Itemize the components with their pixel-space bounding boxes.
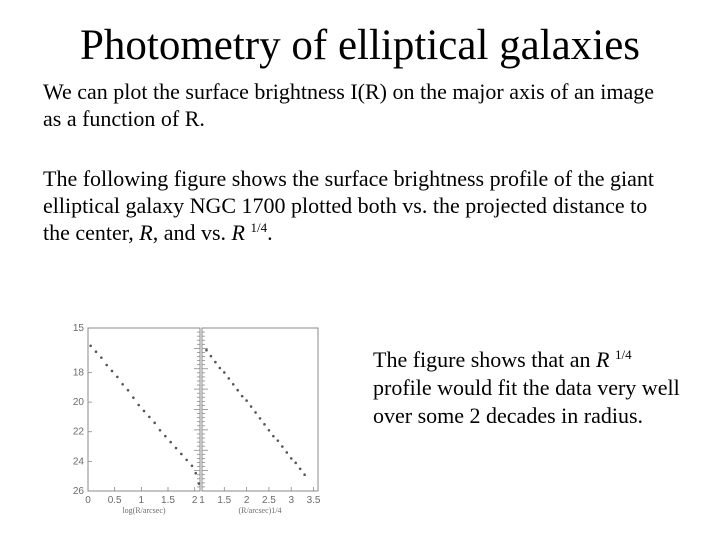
x-tick-label: 0 [85, 495, 91, 506]
data-point [245, 399, 248, 402]
data-point [105, 363, 108, 367]
data-point [294, 461, 297, 465]
x-tick-label: 1.5 [217, 495, 231, 506]
para2-text-end: . [267, 220, 273, 245]
data-point [180, 452, 183, 456]
brightness-profile-svg: 0 0.5 1 1.5 2 15 18 20 22 24 26 log(R/arcsec) 1 1.5 2… [73, 323, 321, 515]
data-point [303, 473, 306, 476]
data-point [231, 383, 235, 386]
y-tick-label: 15 [73, 323, 85, 334]
x-tick-label: 3 [288, 495, 294, 506]
data-point [298, 467, 302, 471]
para2-text-middle: , and vs. [152, 220, 232, 245]
data-point [142, 409, 146, 413]
intro-paragraph: We can plot the surface brightness I(R) … [43, 79, 654, 131]
data-point [194, 471, 198, 475]
x-tick-label: 1 [139, 495, 145, 506]
figure-description-paragraph: The following figure shows the surface b… [43, 165, 673, 246]
data-point [148, 415, 151, 419]
data-point [223, 371, 226, 374]
x-tick-label: 2 [244, 495, 250, 506]
data-point [281, 445, 284, 448]
data-point [214, 360, 217, 364]
data-point [100, 356, 103, 359]
x-tick-label: 1.5 [161, 495, 175, 506]
panel-r-quarter: 1 1.5 2 2.5 3 3.5 (R/arcsec)1/4 [199, 327, 321, 515]
data-point [153, 421, 156, 425]
data-point [218, 366, 222, 370]
conclusion-exponent: 1/4 [614, 347, 632, 362]
para2-r-italic: R [139, 220, 153, 245]
data-point [110, 369, 114, 373]
data-point [227, 377, 231, 380]
data-point [132, 396, 135, 399]
data-point [209, 354, 213, 358]
data-point [185, 458, 188, 462]
data-point [258, 417, 262, 420]
x-tick-label: 2 [192, 495, 198, 506]
y-tick-label: 24 [73, 456, 85, 467]
data-point [169, 440, 172, 444]
data-point [249, 405, 253, 408]
data-point [126, 388, 130, 392]
data-point [272, 434, 275, 438]
panel-log-r: 0 0.5 1 1.5 2 15 18 20 22 24 26 log(R/arcsec) [73, 323, 201, 515]
data-point [276, 439, 280, 442]
brightness-profile-figure: 0 0.5 1 1.5 2 15 18 20 22 24 26 log(R/arcsec) 1 1.5 2… [30, 316, 330, 516]
data-point [205, 348, 208, 352]
data-point [116, 375, 119, 379]
x-axis-label: log(R/arcsec) [122, 506, 165, 515]
x-tick-label: 3.5 [307, 495, 321, 506]
y-tick-label: 26 [73, 486, 85, 497]
panel-frame [87, 327, 201, 492]
conclusion-r-italic: R [596, 347, 610, 372]
y-tick-label: 18 [73, 367, 85, 378]
x-axis-label: (R/arcsec)1/4 [238, 506, 281, 515]
y-tick-label: 20 [73, 397, 85, 408]
panel-frame [201, 327, 319, 492]
data-point [164, 434, 167, 438]
data-point [174, 446, 178, 450]
x-tick-label: 0.5 [108, 495, 122, 506]
data-point [190, 464, 194, 468]
data-point [94, 350, 98, 354]
para2-text-before: The following figure shows the surface b… [43, 166, 654, 245]
data-point [236, 388, 239, 392]
data-point [89, 344, 92, 348]
slide-title: Photometry of elliptical galaxies [79, 22, 641, 69]
data-point [263, 423, 266, 426]
data-point [197, 482, 201, 485]
data-point [254, 411, 257, 414]
para2-r-italic-2: R [231, 220, 245, 245]
y-tick-label: 22 [73, 427, 85, 438]
data-point [137, 403, 140, 407]
data-point [121, 383, 124, 386]
conclusion-text-before: The figure shows that an [373, 347, 596, 372]
data-point [289, 457, 293, 460]
para2-exponent: 1/4 [250, 220, 268, 235]
x-tick-label: 2.5 [262, 495, 276, 506]
conclusion-text-after: profile would fit the data very well ove… [373, 375, 680, 428]
x-tick-label: 1 [199, 495, 205, 506]
data-point [158, 428, 162, 432]
data-point [267, 428, 271, 432]
data-point [240, 394, 244, 398]
conclusion-paragraph: The figure shows that an R 1/4 profile w… [373, 346, 693, 430]
data-point [285, 451, 289, 454]
